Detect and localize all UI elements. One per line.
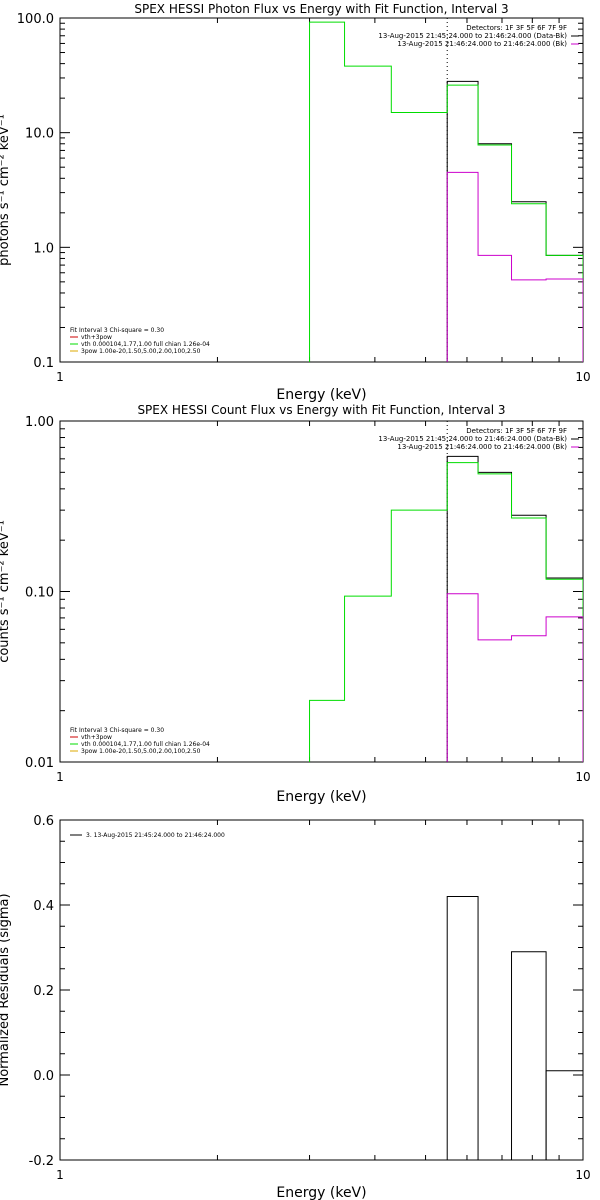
y-tick-label: 0.4 [33,899,54,914]
y-tick-label: 0.01 [25,756,54,771]
panel-2: SPEX HESSI Count Flux vs Energy with Fit… [0,403,591,805]
legend-entry: vth 0.000104,1.77,1.00 full chian 1.26e-… [81,741,210,748]
residual-bar [545,1070,583,1160]
legend-entry: 3pow 1.00e-20,1.50,5.00,2.00,100,2.50 [81,748,201,755]
legend-bk: 13-Aug-2015 21:46:24.000 to 21:46:24.000… [397,40,567,48]
legend-entry: 3. 13-Aug-2015 21:45:24.000 to 21:46:24.… [86,832,225,839]
plot-area [309,421,583,762]
panel-1: SPEX HESSI Photon Flux vs Energy with Fi… [0,2,591,403]
residual-bar [511,951,547,1160]
legend-entry: vth+3pow [81,334,112,341]
x-tick-label: 1 [56,770,64,784]
x-tick-label: 10 [575,370,590,384]
y-tick-label: 0.10 [25,586,54,601]
y-tick-label: 1.00 [25,415,54,430]
series-black [446,80,583,362]
x-tick-label: 10 [575,1168,590,1182]
plot-area [446,896,583,1160]
y-tick-label: 0.6 [33,814,54,829]
legend-fit-info: Fit Interval 3 Chi-square = 0.30 [70,327,164,334]
chart-title: SPEX HESSI Count Flux vs Energy with Fit… [137,403,505,417]
x-tick-label: 10 [575,770,590,784]
y-tick-label: -0.2 [29,1154,54,1169]
series-magenta [446,593,583,762]
series-black [446,455,583,762]
x-tick-label: 1 [56,370,64,384]
legend-entry: vth+3pow [81,734,112,741]
x-tick-label: 1 [56,1168,64,1182]
y-tick-label: 0.1 [33,356,54,371]
series-green [309,21,583,362]
series-green [309,462,583,762]
chart-title: SPEX HESSI Photon Flux vs Energy with Fi… [134,2,508,16]
legend-detectors: Detectors: 1F 3F 5F 6F 7F 9F [466,427,567,435]
legend-detectors: Detectors: 1F 3F 5F 6F 7F 9F [466,24,567,32]
y-tick-label: 10.0 [25,127,54,142]
plot-frame [59,17,584,363]
residual-bar [446,896,479,1160]
y-tick-label: 0.2 [33,984,54,999]
y-tick-label: 0.0 [33,1069,54,1084]
series-magenta [446,171,583,362]
legend-fit-info: Fit Interval 3 Chi-square = 0.30 [70,727,164,734]
y-tick-label: 1.0 [33,241,54,256]
legend-entry: vth 0.000104,1.77,1.00 full chian 1.26e-… [81,341,210,348]
y-axis-label: Normalized Residuals (sigma) [0,893,12,1086]
panel-3: 1 10 Energy (keV) -0.2 0.0 0.2 0.4 0.6 Normalize… [0,814,591,1200]
legend-bk: 13-Aug-2015 21:46:24.000 to 21:46:24.000… [397,443,567,451]
x-axis-label: Energy (keV) [276,387,366,403]
y-tick-label: 100.0 [17,12,54,27]
y-axis-label: counts s⁻¹ cm⁻² keV⁻¹ [0,520,12,663]
x-axis-label: Energy (keV) [276,789,366,805]
plot-area [309,18,583,362]
legend-data-bk: 13-Aug-2015 21:45:24.000 to 21:46:24.000… [378,435,567,443]
plot-frame [59,819,584,1161]
legend-entry: 3pow 1.00e-20,1.50,5.00,2.00,100,2.50 [81,348,201,355]
legend-data-bk: 13-Aug-2015 21:45:24.000 to 21:46:24.000… [378,32,567,40]
x-axis-label: Energy (keV) [276,1185,366,1200]
y-axis-label: photons s⁻¹ cm⁻² keV⁻¹ [0,114,12,266]
